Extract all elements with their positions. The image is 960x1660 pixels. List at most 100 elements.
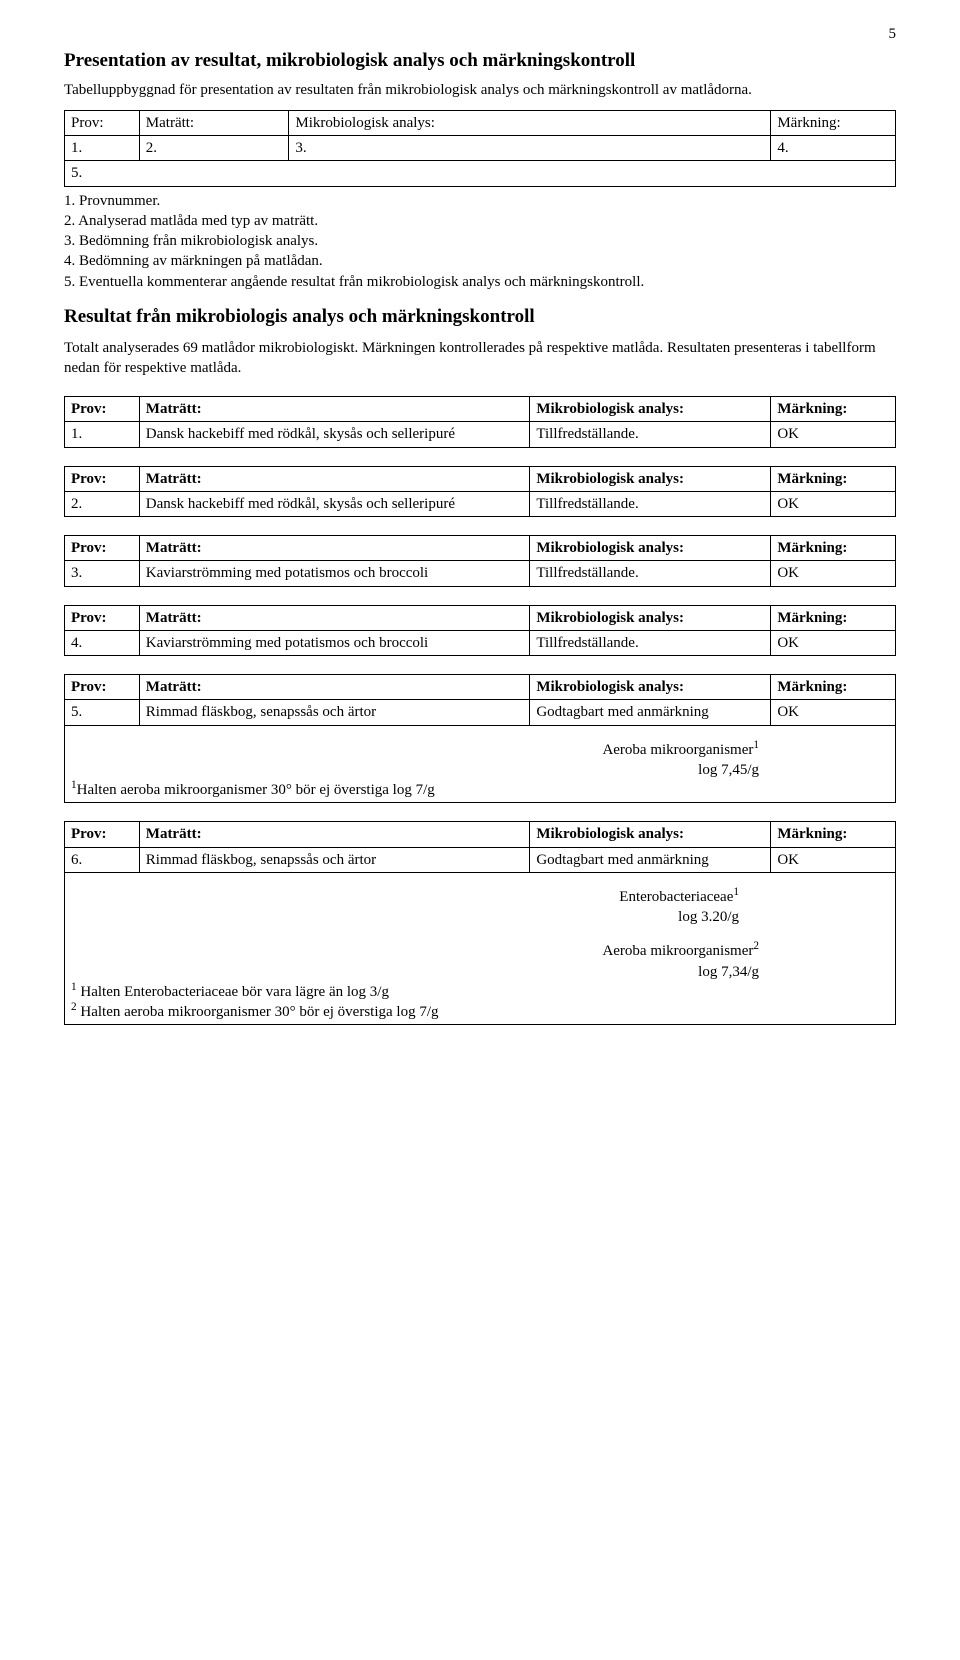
sup-1: 1 xyxy=(753,739,759,751)
table-row: Prov:Maträtt:Mikrobiologisk analys:Märkn… xyxy=(65,397,896,422)
col-header-dish: Maträtt: xyxy=(139,466,530,491)
marking-result: OK xyxy=(771,847,896,872)
cell-footer: 5. xyxy=(65,161,896,186)
cell-dish-num: 2. xyxy=(139,136,289,161)
dish-name: Kaviarströmming med potatismos och brocc… xyxy=(139,561,530,586)
marking-result: OK xyxy=(771,422,896,447)
footnote-line: 1 Halten Enterobacteriaceae bör vara läg… xyxy=(71,982,889,1002)
results-heading: Resultat från mikrobiologis analys och m… xyxy=(64,304,896,330)
col-header-analys: Mikrobiologisk analys: xyxy=(530,675,771,700)
col-header-analys: Mikrobiologisk analys: xyxy=(530,397,771,422)
table-row: 1.Dansk hackebiff med rödkål, skysås och… xyxy=(65,422,896,447)
dish-name: Rimmad fläskbog, senapssås och ärtor xyxy=(139,700,530,725)
page-number: 5 xyxy=(889,24,897,44)
sample-6-table: Prov: Maträtt: Mikrobiologisk analys: Mä… xyxy=(64,821,896,1025)
analysis-result: Godtagbart med anmärkning xyxy=(530,847,771,872)
results-intro: Totalt analyserades 69 matlådor mikrobio… xyxy=(64,338,896,379)
analysis-result: Tillfredställande. xyxy=(530,422,771,447)
col-header-dish: Maträtt: xyxy=(139,605,530,630)
col-header-prov: Prov: xyxy=(65,675,140,700)
dish-name: Dansk hackebiff med rödkål, skysås och s… xyxy=(139,491,530,516)
prov-num: 3. xyxy=(65,561,140,586)
analysis-result: Tillfredställande. xyxy=(530,491,771,516)
table-row: 5. Rimmad fläskbog, senapssås och ärtor … xyxy=(65,700,896,725)
col-header-mark: Märkning: xyxy=(771,397,896,422)
col-header-dish: Maträtt: xyxy=(139,675,530,700)
sample-table: Prov:Maträtt:Mikrobiologisk analys:Märkn… xyxy=(64,466,896,518)
table-row: Aeroba mikroorganismer1 log 7,45/g 1Halt… xyxy=(65,725,896,803)
col-header-analys: Mikrobiologisk analys: xyxy=(530,605,771,630)
table-row: 2.Dansk hackebiff med rödkål, skysås och… xyxy=(65,491,896,516)
marking-result: OK xyxy=(771,700,896,725)
cell-prov-num: 1. xyxy=(65,136,140,161)
header-mark: Märkning: xyxy=(771,110,896,135)
marking-result: OK xyxy=(771,630,896,655)
detail-label: Aeroba mikroorganismer xyxy=(602,943,753,959)
sample-table: Prov:Maträtt:Mikrobiologisk analys:Märkn… xyxy=(64,396,896,448)
dish-name: Rimmad fläskbog, senapssås och ärtor xyxy=(139,847,530,872)
legend-line: 1. Provnummer. xyxy=(64,191,896,211)
col-header-prov: Prov: xyxy=(65,466,140,491)
sample-table: Prov:Maträtt:Mikrobiologisk analys:Märkn… xyxy=(64,535,896,587)
col-header-analys: Mikrobiologisk analys: xyxy=(530,822,771,847)
table-row: Prov: Maträtt: Mikrobiologisk analys: Mä… xyxy=(65,110,896,135)
prov-num: 4. xyxy=(65,630,140,655)
col-header-analys: Mikrobiologisk analys: xyxy=(530,466,771,491)
table-row: Prov:Maträtt:Mikrobiologisk analys:Märkn… xyxy=(65,466,896,491)
table-row: Prov:Maträtt:Mikrobiologisk analys:Märkn… xyxy=(65,536,896,561)
footnote-line: 2 Halten aeroba mikroorganismer 30° bör … xyxy=(71,1002,889,1022)
col-header-mark: Märkning: xyxy=(771,675,896,700)
col-header-dish: Maträtt: xyxy=(139,822,530,847)
detail-label: Enterobacteriaceae xyxy=(619,889,733,905)
header-prov: Prov: xyxy=(65,110,140,135)
prov-num: 5. xyxy=(65,700,140,725)
col-header-analys: Mikrobiologisk analys: xyxy=(530,536,771,561)
col-header-mark: Märkning: xyxy=(771,605,896,630)
footnote-line: 1Halten aeroba mikroorganismer 30° bör e… xyxy=(71,780,889,800)
dish-name: Kaviarströmming med potatismos och brocc… xyxy=(139,630,530,655)
sup-2: 2 xyxy=(753,940,759,952)
prov-num: 2. xyxy=(65,491,140,516)
table-row: Prov: Maträtt: Mikrobiologisk analys: Mä… xyxy=(65,822,896,847)
legend-line: 4. Bedömning av märkningen på matlådan. xyxy=(64,251,896,271)
page-title: Presentation av resultat, mikrobiologisk… xyxy=(64,48,896,74)
detail-cell: Enterobacteriaceae1 log 3.20/g Aeroba mi… xyxy=(65,872,896,1025)
analysis-result: Tillfredställande. xyxy=(530,561,771,586)
cell-mark-num: 4. xyxy=(771,136,896,161)
dish-name: Dansk hackebiff med rödkål, skysås och s… xyxy=(139,422,530,447)
col-header-mark: Märkning: xyxy=(771,822,896,847)
marking-result: OK xyxy=(771,491,896,516)
col-header-prov: Prov: xyxy=(65,397,140,422)
col-header-mark: Märkning: xyxy=(771,536,896,561)
table-row: 1. 2. 3. 4. xyxy=(65,136,896,161)
detail-label: Aeroba mikroorganismer xyxy=(602,742,753,758)
header-dish: Maträtt: xyxy=(139,110,289,135)
legend-header-table: Prov: Maträtt: Mikrobiologisk analys: Mä… xyxy=(64,110,896,187)
table-row: 6. Rimmad fläskbog, senapssås och ärtor … xyxy=(65,847,896,872)
sample-table: Prov:Maträtt:Mikrobiologisk analys:Märkn… xyxy=(64,605,896,657)
table-row: Prov:Maträtt:Mikrobiologisk analys:Märkn… xyxy=(65,605,896,630)
detail-value: log 7,45/g xyxy=(698,762,759,778)
col-header-prov: Prov: xyxy=(65,822,140,847)
table-row: Prov: Maträtt: Mikrobiologisk analys: Mä… xyxy=(65,675,896,700)
analysis-result: Godtagbart med anmärkning xyxy=(530,700,771,725)
col-header-prov: Prov: xyxy=(65,536,140,561)
legend-line: 5. Eventuella kommenterar angående resul… xyxy=(64,272,896,292)
marking-result: OK xyxy=(771,561,896,586)
legend-line: 2. Analyserad matlåda med typ av maträtt… xyxy=(64,211,896,231)
legend-line: 3. Bedömning från mikrobiologisk analys. xyxy=(64,231,896,251)
table-row: 3.Kaviarströmming med potatismos och bro… xyxy=(65,561,896,586)
table-row: Enterobacteriaceae1 log 3.20/g Aeroba mi… xyxy=(65,872,896,1025)
cell-analys-num: 3. xyxy=(289,136,771,161)
prov-num: 1. xyxy=(65,422,140,447)
sup-1: 1 xyxy=(733,886,739,898)
table-row: 4.Kaviarströmming med potatismos och bro… xyxy=(65,630,896,655)
sample-5-table: Prov: Maträtt: Mikrobiologisk analys: Mä… xyxy=(64,674,896,803)
col-header-prov: Prov: xyxy=(65,605,140,630)
table-row: 5. xyxy=(65,161,896,186)
detail-value: log 3.20/g xyxy=(678,909,739,925)
detail-value: log 7,34/g xyxy=(698,964,759,980)
col-header-mark: Märkning: xyxy=(771,466,896,491)
col-header-dish: Maträtt: xyxy=(139,536,530,561)
col-header-dish: Maträtt: xyxy=(139,397,530,422)
